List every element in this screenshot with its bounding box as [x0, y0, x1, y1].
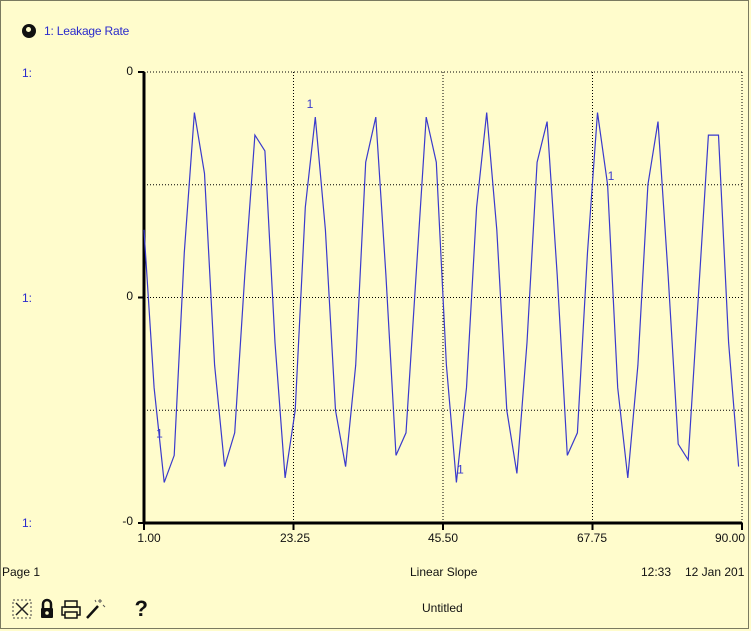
x-tick-4: 67.75 — [576, 531, 608, 545]
x-tick-3: 45.50 — [427, 531, 459, 545]
print-icon[interactable] — [60, 596, 82, 622]
series-color-badge-icon — [22, 24, 36, 38]
y-tick-max: 0 — [126, 64, 133, 78]
legend[interactable]: 1: Leakage Rate — [22, 20, 129, 42]
magic-wand-icon[interactable] — [84, 596, 106, 622]
series-label-layer: 1 1 1 1 — [156, 97, 615, 476]
series-line-leakage-rate — [143, 112, 740, 483]
y-axis-scale-label-mid: 1: — [22, 291, 33, 305]
series-point-label-1: 1 — [156, 426, 163, 440]
series-point-label-2: 1 — [307, 97, 314, 111]
series-layer — [143, 112, 740, 483]
x-tick-1: 1.00 — [137, 531, 161, 545]
toolbar: ? — [12, 594, 148, 624]
page-indicator[interactable]: Page 1 — [2, 565, 41, 579]
time-stamp: 12:33 — [641, 565, 672, 579]
legend-label: 1: Leakage Rate — [44, 24, 130, 38]
axes — [138, 71, 743, 530]
x-tick-2: 23.25 — [279, 531, 311, 545]
model-name: Untitled — [422, 601, 463, 615]
y-axis-scale-label-bottom: 1: — [22, 516, 33, 530]
help-label: ? — [134, 596, 148, 621]
y-tick-min: -0 — [122, 514, 133, 528]
x-tick-5: 90.00 — [714, 531, 746, 545]
run-name: Linear Slope — [410, 565, 478, 579]
lock-icon[interactable] — [36, 596, 58, 622]
y-axis-scale-label-top: 1: — [22, 66, 33, 80]
x-axis-lock-icon[interactable] — [12, 596, 34, 622]
y-tick-mid: 0 — [126, 289, 133, 303]
help-icon[interactable]: ? — [108, 596, 148, 622]
series-point-label-4: 1 — [608, 169, 615, 183]
series-point-label-3: 1 — [457, 462, 464, 476]
date-stamp: 12 Jan 201 — [685, 565, 745, 579]
